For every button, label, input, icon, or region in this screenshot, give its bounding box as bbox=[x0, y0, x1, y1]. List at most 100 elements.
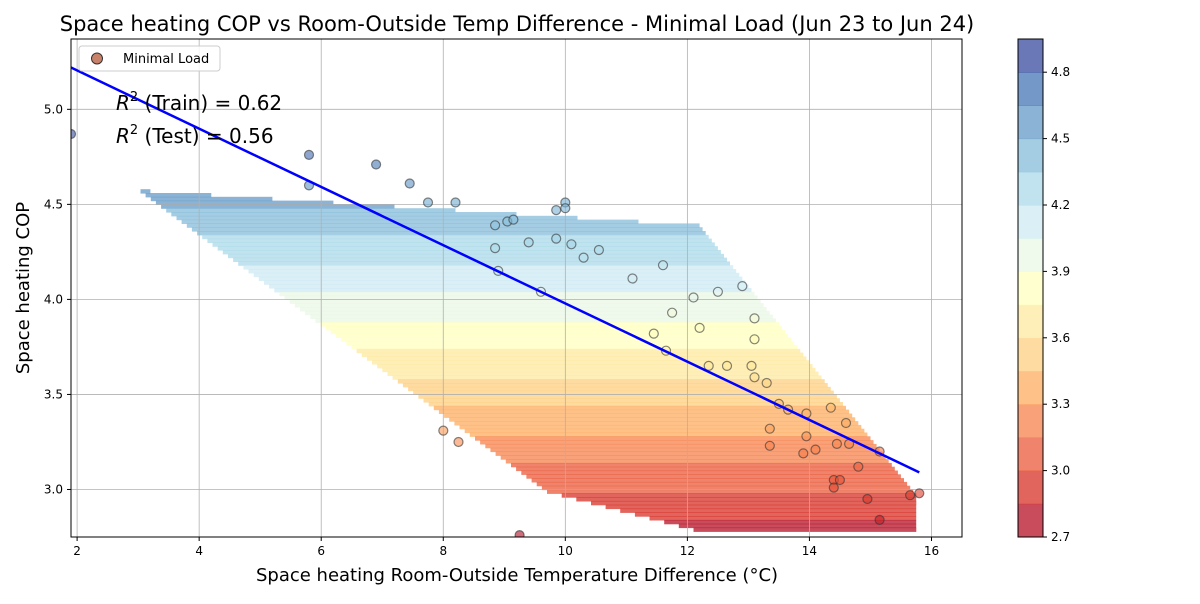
legend-label: Minimal Load bbox=[123, 52, 209, 67]
data-point bbox=[874, 514, 885, 526]
y-tick-label: 5.0 bbox=[44, 102, 63, 116]
data-point bbox=[627, 273, 638, 284]
r2-annotations: R2 (Train) = 0.62 R2 (Test) = 0.56 bbox=[116, 90, 282, 148]
data-point bbox=[764, 423, 775, 434]
colorbar-level bbox=[1018, 437, 1043, 472]
scatter-points bbox=[71, 128, 925, 537]
data-point bbox=[551, 233, 562, 244]
data-point bbox=[560, 203, 571, 214]
data-point bbox=[303, 149, 315, 160]
data-point bbox=[737, 281, 748, 292]
colorbar-level bbox=[1018, 205, 1043, 239]
colorbar-tick-label: 3.9 bbox=[1051, 264, 1070, 278]
y-tick-label: 3.5 bbox=[44, 387, 63, 401]
data-point bbox=[438, 425, 449, 436]
data-point bbox=[828, 482, 839, 493]
r2-train-sup: 2 bbox=[130, 90, 138, 105]
colorbar-tick-label: 2.7 bbox=[1051, 530, 1070, 544]
r2-train-annotation: R2 (Train) = 0.62 bbox=[116, 90, 282, 115]
data-point bbox=[749, 313, 760, 324]
colorbar-level bbox=[1018, 271, 1043, 306]
colorbar-level bbox=[1018, 105, 1043, 140]
data-point bbox=[450, 197, 461, 208]
plot-frame bbox=[70, 38, 963, 538]
x-tick-label: 14 bbox=[802, 544, 817, 558]
data-point bbox=[840, 417, 852, 429]
y-tick-label: 4.0 bbox=[44, 292, 63, 306]
data-point bbox=[657, 260, 669, 271]
data-point bbox=[761, 377, 772, 389]
data-point bbox=[825, 402, 836, 413]
colorbar-level bbox=[1018, 304, 1043, 339]
data-point bbox=[853, 461, 864, 472]
grid-lines bbox=[71, 39, 962, 537]
data-point bbox=[831, 438, 843, 449]
colorbar-level bbox=[1018, 470, 1043, 505]
data-point bbox=[508, 214, 519, 225]
y-axis-ticks: 3.0 3.5 4.0 4.5 5.0 bbox=[44, 102, 71, 496]
x-axis-label: Space heating Room-Outside Temperature D… bbox=[256, 565, 778, 586]
colorbar-tick-label: 3.3 bbox=[1051, 397, 1070, 411]
plot-area bbox=[70, 38, 963, 538]
data-point bbox=[648, 328, 659, 339]
y-tick-label: 3.0 bbox=[44, 482, 63, 496]
y-tick-label: 4.5 bbox=[44, 197, 63, 211]
legend-marker-icon bbox=[91, 52, 103, 65]
colorbar-level bbox=[1018, 171, 1043, 206]
contour-fill bbox=[140, 189, 917, 532]
colorbar-level bbox=[1018, 138, 1043, 173]
data-point bbox=[578, 252, 589, 263]
data-point bbox=[422, 197, 434, 208]
data-point bbox=[71, 128, 77, 140]
colorbar-level bbox=[1018, 503, 1043, 538]
data-point bbox=[490, 243, 501, 254]
x-tick-label: 16 bbox=[924, 544, 939, 558]
x-tick-label: 8 bbox=[439, 544, 447, 558]
colorbar-level bbox=[1018, 72, 1043, 106]
x-axis-ticks: 2 4 6 8 10 12 14 16 bbox=[73, 537, 939, 558]
data-point bbox=[593, 244, 605, 256]
data-point bbox=[914, 488, 925, 499]
colorbar-frame bbox=[1017, 38, 1044, 538]
colorbar-tick-label: 3.6 bbox=[1051, 331, 1070, 345]
r2-test-base: R bbox=[116, 124, 130, 148]
data-point bbox=[746, 360, 757, 371]
colorbar-tick-label: 3.0 bbox=[1051, 464, 1070, 478]
y-axis-label: Space heating COP bbox=[13, 202, 34, 374]
data-point bbox=[566, 239, 577, 250]
data-point bbox=[490, 220, 501, 231]
r2-test-text: (Test) = 0.56 bbox=[138, 124, 273, 148]
colorbar-level bbox=[1018, 238, 1043, 272]
data-point bbox=[371, 159, 382, 170]
legend: Minimal Load bbox=[78, 45, 221, 72]
colorbar-tick-label: 4.8 bbox=[1051, 65, 1070, 79]
data-point bbox=[688, 292, 699, 303]
regression-line-group bbox=[71, 66, 920, 474]
data-point bbox=[721, 360, 733, 371]
data-point bbox=[694, 322, 705, 333]
colorbar-tick-label: 4.5 bbox=[1051, 132, 1070, 146]
data-point bbox=[798, 448, 809, 459]
data-point bbox=[749, 372, 760, 383]
r2-train-base: R bbox=[116, 91, 130, 115]
data-point bbox=[764, 440, 775, 451]
colorbar: 2.7 3.0 3.3 3.6 3.9 4.2 4.5 4.8 bbox=[1017, 38, 1070, 544]
colorbar-levels bbox=[1018, 39, 1043, 538]
x-tick-label: 4 bbox=[195, 544, 203, 558]
legend-box bbox=[78, 45, 221, 72]
data-point bbox=[712, 286, 724, 297]
r2-test-annotation: R2 (Test) = 0.56 bbox=[116, 123, 274, 148]
colorbar-tick-label: 4.2 bbox=[1051, 198, 1070, 212]
x-tick-label: 2 bbox=[73, 544, 81, 558]
data-point bbox=[523, 237, 534, 248]
colorbar-ticks: 2.7 3.0 3.3 3.6 3.9 4.2 4.5 4.8 bbox=[1043, 65, 1070, 544]
data-point bbox=[810, 444, 821, 455]
chart-title: Space heating COP vs Room-Outside Temp D… bbox=[60, 12, 975, 36]
regression-line bbox=[71, 66, 920, 474]
r2-test-sup: 2 bbox=[130, 123, 138, 138]
data-point bbox=[703, 360, 714, 371]
data-point bbox=[551, 205, 562, 216]
data-point bbox=[453, 436, 464, 448]
data-point bbox=[834, 474, 846, 486]
